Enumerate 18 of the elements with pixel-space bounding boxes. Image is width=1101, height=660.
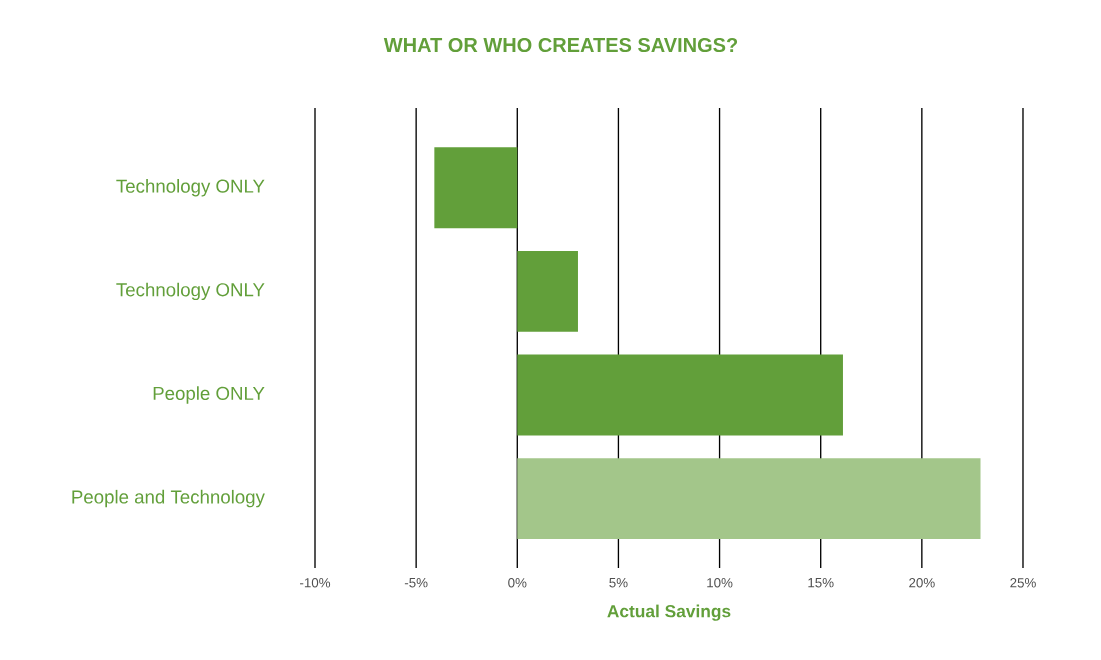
x-tick-label: 10% [707,578,733,588]
chart-title: WHAT OR WHO CREATES SAVINGS? [383,37,738,53]
bar [517,354,843,436]
x-tick-label: 25% [1010,578,1036,588]
x-tick-label: 5% [609,578,628,588]
y-tick-label: Technology ONLY [116,282,265,301]
y-tick-label: Technology ONLY [116,179,265,197]
y-tick-label: People and Technology [72,489,265,508]
x-tick-label: -5% [404,578,428,588]
x-tick-label: 20% [909,578,935,588]
x-axis-title: Actual Savings [607,604,731,621]
x-tick-label: -10% [300,578,331,588]
x-tick-label: 0% [508,578,527,588]
bar [517,250,578,332]
y-tick-label: People ONLY [153,386,265,404]
x-tick-label: 15% [808,578,834,588]
bar [434,147,518,229]
bar [517,458,981,539]
